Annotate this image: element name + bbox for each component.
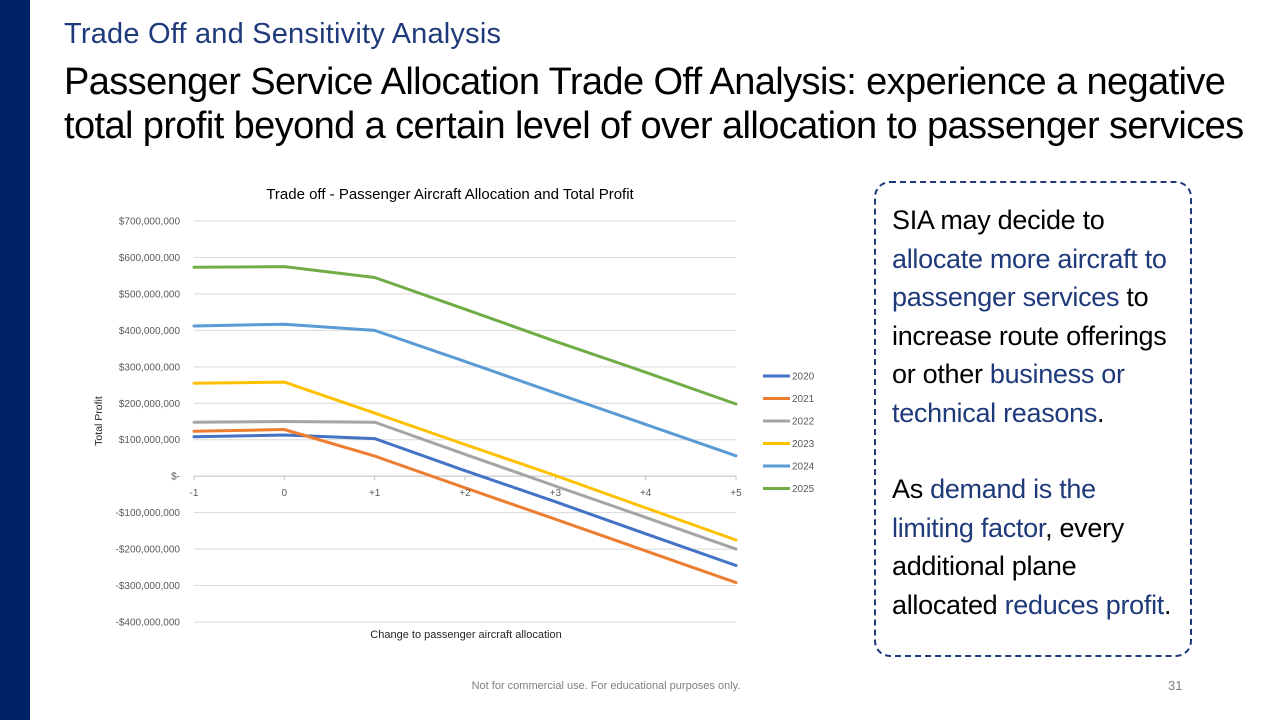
callout-paragraph-2: As demand is the limiting factor, every …	[892, 470, 1176, 624]
side-accent-bar	[0, 0, 30, 720]
x-axis-title: Change to passenger aircraft allocation	[370, 629, 561, 641]
callout-text: to increase route offerings or other	[892, 282, 1167, 389]
footer-disclaimer: Not for commercial use. For educational …	[471, 680, 741, 692]
legend-label: 2022	[792, 417, 815, 428]
x-tick-label: +2	[459, 488, 471, 499]
callout-box: SIA may decide to allocate more aircraft…	[874, 181, 1192, 657]
paragraph-gap	[892, 432, 1176, 470]
y-tick-label: -$400,000,000	[115, 618, 180, 629]
callout-paragraph-1: SIA may decide to allocate more aircraft…	[892, 201, 1176, 432]
callout-highlight-text: reduces profit	[1004, 589, 1165, 620]
callout-text: As	[892, 474, 931, 504]
callout-highlight-text: business or technical reasons	[892, 359, 1125, 428]
callout-text: .	[1163, 589, 1172, 620]
y-tick-label: $200,000,000	[119, 399, 181, 410]
y-axis-title: Total Profit	[93, 396, 105, 446]
y-tick-label: $-	[171, 472, 180, 483]
legend-label: 2025	[792, 484, 815, 495]
x-tick-label: +1	[369, 488, 381, 499]
series-line-2022	[192, 420, 738, 551]
legend-label: 2021	[792, 394, 815, 405]
y-tick-label: $700,000,000	[119, 217, 181, 228]
x-tick-label: +5	[730, 488, 742, 499]
profit-line-chart: $700,000,000 $600,000,000 $500,000,000 $400…	[93, 186, 815, 641]
legend-label: 2024	[792, 462, 815, 473]
y-tick-label: -$300,000,000	[115, 581, 180, 592]
x-tick-label: +4	[640, 488, 652, 499]
y-tick-label: $300,000,000	[119, 362, 181, 373]
y-tick-label: $500,000,000	[119, 289, 181, 300]
series-line-2025	[192, 265, 738, 406]
y-tick-label: $600,000,000	[119, 253, 181, 264]
y-tick-label: $400,000,000	[119, 326, 181, 337]
callout-highlight-text: demand is the limiting factor	[892, 474, 1096, 543]
slide-headline: Passenger Service Allocation Trade Off A…	[64, 61, 1244, 147]
x-tick-label: +3	[550, 488, 562, 499]
x-tick-label: 0	[282, 488, 288, 499]
callout-text: .	[1097, 397, 1105, 428]
page-number: 31	[1168, 678, 1183, 693]
series-line-2021	[192, 428, 738, 585]
y-tick-label: -$200,000,000	[115, 545, 180, 556]
legend-label: 2020	[792, 372, 815, 383]
x-tick-label: -1	[190, 488, 199, 499]
callout-text: SIA may decide to	[892, 205, 1105, 235]
callout-highlight-text: allocate more aircraft to passenger serv…	[892, 243, 1167, 313]
series-line-2024	[192, 322, 738, 458]
legend-label: 2023	[792, 439, 815, 450]
callout-text: , every additional plane allocated	[892, 512, 1124, 620]
series-line-2023	[192, 380, 738, 542]
y-tick-label: -$100,000,000	[115, 508, 180, 519]
section-kicker: Trade Off and Sensitivity Analysis	[64, 18, 502, 50]
chart-title: Trade off - Passenger Aircraft Allocatio…	[266, 186, 634, 203]
y-tick-label: $100,000,000	[119, 435, 181, 446]
series-line-2020	[192, 433, 738, 567]
